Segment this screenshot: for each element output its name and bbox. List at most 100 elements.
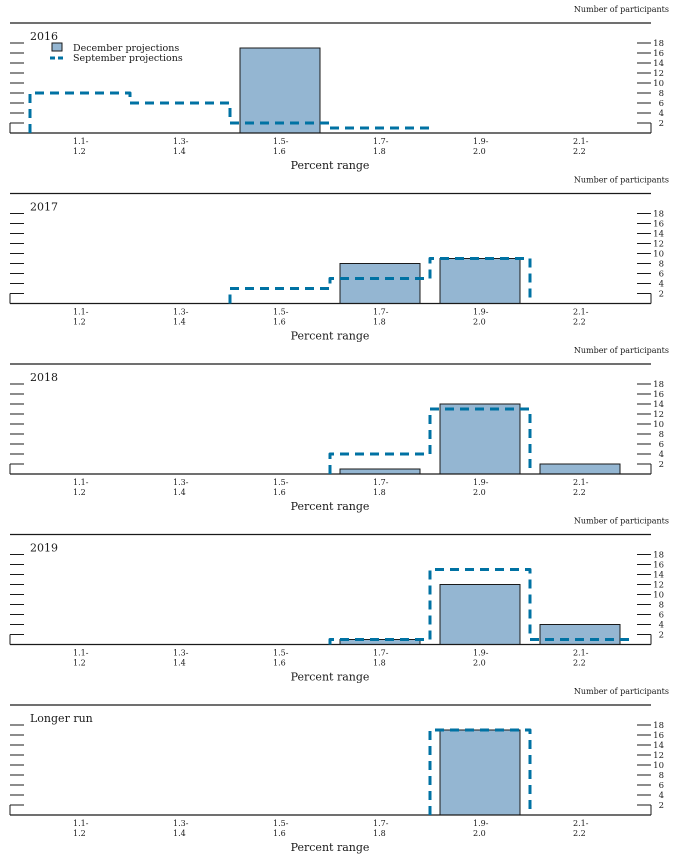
x-tick-label-bottom: 1.6 bbox=[273, 659, 286, 668]
y-axis-label: Number of participants bbox=[574, 687, 669, 696]
y-tick-label: 16 bbox=[653, 220, 664, 230]
chart-panel-3: Number of participants 2018 24681012141618… bbox=[9, 346, 669, 513]
panel-title: 2017 bbox=[30, 201, 58, 214]
y-tick-label: 8 bbox=[659, 601, 664, 611]
panel-title: 2019 bbox=[30, 542, 58, 555]
september-step-line bbox=[328, 407, 532, 474]
x-tick-label-bottom: 2.0 bbox=[473, 829, 486, 838]
y-tick-label: 14 bbox=[653, 741, 664, 751]
september-step-line bbox=[28, 91, 432, 133]
y-tick-label: 2 bbox=[659, 801, 664, 811]
x-tick-label-top: 1.7- bbox=[373, 649, 389, 658]
september-step-line bbox=[328, 568, 632, 645]
x-tick-label-bottom: 1.2 bbox=[73, 318, 86, 327]
x-tick-label-top: 1.7- bbox=[373, 308, 389, 317]
x-tick-label-bottom: 2.0 bbox=[473, 318, 486, 327]
x-tick-label-bottom: 1.8 bbox=[373, 488, 386, 497]
y-tick-label: 18 bbox=[653, 380, 664, 390]
y-tick-label: 2 bbox=[659, 119, 664, 129]
x-tick-label-top: 1.1- bbox=[73, 819, 89, 828]
x-tick-label-top: 2.1- bbox=[573, 649, 589, 658]
y-tick-label: 16 bbox=[653, 390, 664, 400]
y-tick-label: 4 bbox=[659, 450, 664, 460]
x-tick-label-bottom: 1.4 bbox=[173, 659, 186, 668]
x-tick-label-top: 2.1- bbox=[573, 308, 589, 317]
x-tick-label-bottom: 2.0 bbox=[473, 147, 486, 156]
y-tick-label: 8 bbox=[659, 89, 664, 99]
y-axis-label: Number of participants bbox=[574, 517, 669, 526]
x-tick-label-top: 1.9- bbox=[473, 649, 489, 658]
legend-december-swatch bbox=[51, 42, 63, 52]
x-tick-label-top: 1.7- bbox=[373, 478, 389, 487]
x-tick-label-bottom: 1.6 bbox=[273, 147, 286, 156]
chart-panel-1: Number of participants 2016 24681012141618… bbox=[9, 5, 669, 172]
x-tick-label-top: 2.1- bbox=[573, 478, 589, 487]
x-tick-label-top: 1.1- bbox=[73, 308, 89, 317]
chart-panel-2: Number of participants 2017 24681012141618… bbox=[9, 176, 669, 343]
y-tick-label: 14 bbox=[653, 400, 664, 410]
x-tick-label-top: 1.9- bbox=[473, 819, 489, 828]
y-axis-label: Number of participants bbox=[574, 5, 669, 14]
december-bar-1.9-2.0 bbox=[439, 729, 521, 816]
x-tick-label-bottom: 2.0 bbox=[473, 659, 486, 668]
y-tick-label: 18 bbox=[653, 210, 664, 220]
x-tick-label-top: 1.7- bbox=[373, 819, 389, 828]
y-tick-label: 6 bbox=[659, 611, 664, 621]
y-tick-label: 6 bbox=[659, 99, 664, 109]
y-tick-label: 6 bbox=[659, 270, 664, 280]
x-axis-title: Percent range bbox=[291, 841, 370, 854]
x-tick-label-top: 1.3- bbox=[173, 308, 189, 317]
y-tick-label: 12 bbox=[653, 751, 664, 761]
x-tick-label-top: 2.1- bbox=[573, 137, 589, 146]
chart-panel-4: Number of participants 2019 24681012141618… bbox=[9, 517, 669, 684]
x-tick-label-top: 1.1- bbox=[73, 649, 89, 658]
x-axis-title: Percent range bbox=[291, 330, 370, 343]
x-tick-label-top: 1.5- bbox=[273, 308, 289, 317]
legend-december-label: December projections bbox=[73, 43, 179, 54]
legend-september-label: September projections bbox=[73, 53, 183, 64]
x-tick-label-bottom: 2.2 bbox=[573, 488, 586, 497]
y-tick-label: 8 bbox=[659, 260, 664, 270]
y-tick-label: 10 bbox=[653, 420, 664, 430]
x-tick-label-bottom: 1.8 bbox=[373, 659, 386, 668]
y-tick-label: 4 bbox=[659, 791, 664, 801]
x-tick-label-bottom: 1.4 bbox=[173, 829, 186, 838]
panel-title: 2018 bbox=[30, 371, 58, 384]
y-tick-label: 8 bbox=[659, 771, 664, 781]
x-tick-label-bottom: 2.2 bbox=[573, 829, 586, 838]
y-tick-label: 14 bbox=[653, 59, 664, 69]
y-tick-label: 16 bbox=[653, 731, 664, 741]
x-tick-label-bottom: 2.2 bbox=[573, 318, 586, 327]
december-bar-2.1-2.2 bbox=[539, 624, 621, 645]
y-tick-label: 4 bbox=[659, 280, 664, 290]
x-tick-label-top: 1.3- bbox=[173, 649, 189, 658]
x-tick-label-top: 1.9- bbox=[473, 308, 489, 317]
x-tick-label-top: 1.3- bbox=[173, 137, 189, 146]
december-bar-1.7-1.8 bbox=[339, 263, 421, 304]
x-tick-label-bottom: 1.6 bbox=[273, 829, 286, 838]
x-tick-label-bottom: 2.2 bbox=[573, 147, 586, 156]
x-tick-label-bottom: 1.2 bbox=[73, 659, 86, 668]
y-tick-label: 18 bbox=[653, 721, 664, 731]
x-tick-label-bottom: 2.0 bbox=[473, 488, 486, 497]
x-tick-label-top: 1.5- bbox=[273, 137, 289, 146]
x-tick-label-bottom: 1.2 bbox=[73, 488, 86, 497]
x-tick-label-top: 2.1- bbox=[573, 819, 589, 828]
y-tick-label: 16 bbox=[653, 561, 664, 571]
y-tick-label: 12 bbox=[653, 69, 664, 79]
x-tick-label-top: 1.5- bbox=[273, 649, 289, 658]
x-tick-label-bottom: 1.4 bbox=[173, 488, 186, 497]
y-tick-label: 14 bbox=[653, 230, 664, 240]
december-bar-1.9-2.0 bbox=[439, 403, 521, 475]
december-bar-1.9-2.0 bbox=[439, 258, 521, 304]
y-tick-label: 2 bbox=[659, 290, 664, 300]
y-tick-label: 16 bbox=[653, 49, 664, 59]
y-tick-label: 18 bbox=[653, 551, 664, 561]
december-bar-1.7-1.8 bbox=[339, 468, 421, 475]
december-bar-2.1-2.2 bbox=[539, 463, 621, 475]
y-axis-label: Number of participants bbox=[574, 176, 669, 185]
x-tick-label-bottom: 1.6 bbox=[273, 488, 286, 497]
december-bar-1.5-1.6 bbox=[239, 47, 321, 134]
y-tick-label: 2 bbox=[659, 460, 664, 470]
